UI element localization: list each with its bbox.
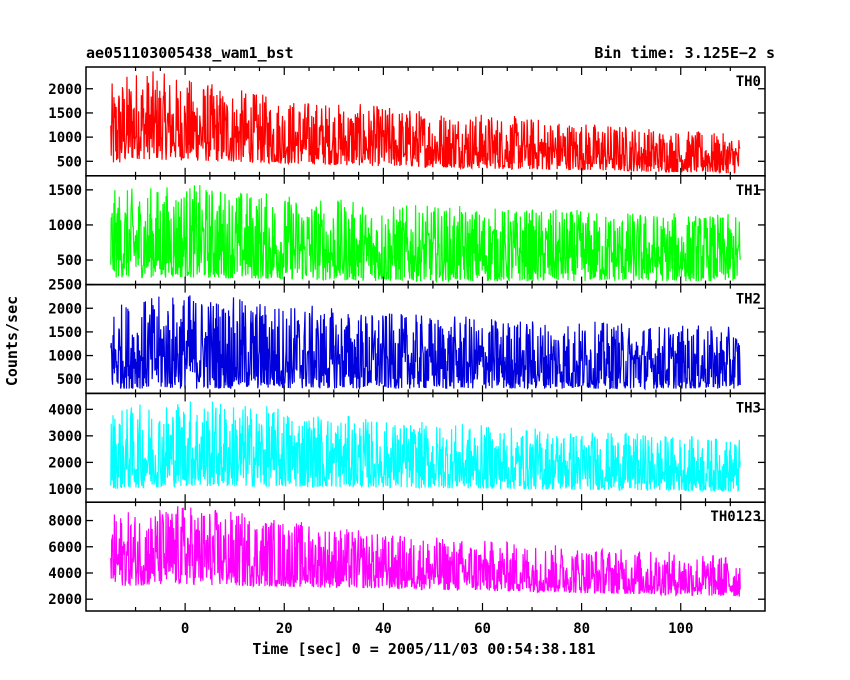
- y-tick-label: 1000: [48, 349, 82, 365]
- y-tick-label: 1500: [48, 325, 82, 341]
- panel-label: TH0123: [710, 509, 761, 525]
- y-tick-label: 2000: [48, 82, 82, 98]
- y-tick-label: 500: [57, 154, 82, 170]
- y-tick-label: 1000: [48, 218, 82, 234]
- panel-th0: 500 1000 1500 2000 TH0: [48, 66, 766, 177]
- series-line-th2: [110, 295, 741, 391]
- y-tick-label: 500: [57, 372, 82, 388]
- x-axis-label: Time [sec] 0 = 2005/11/03 00:54:38.181: [252, 640, 595, 658]
- y-tick-label: 1500: [48, 106, 82, 122]
- y-tick-label: 1000: [48, 130, 82, 146]
- series-line-th0123: [110, 506, 741, 597]
- y-tick-label: 1500: [48, 183, 82, 199]
- y-tick-label: 3000: [48, 429, 82, 445]
- x-tick-label: 40: [375, 621, 392, 637]
- y-tick-label: 2500: [48, 278, 82, 294]
- y-tick-label: 2000: [48, 592, 82, 608]
- y-tick-label: 4000: [48, 566, 82, 582]
- y-tick-label: 500: [57, 253, 82, 269]
- panel-label: TH0: [736, 74, 761, 90]
- panel-label: TH1: [736, 183, 761, 199]
- y-tick-label: 2000: [48, 455, 82, 471]
- y-tick-label: 1000: [48, 482, 82, 498]
- y-tick-label: 6000: [48, 540, 82, 556]
- panel-th1: 500 1000 1500 TH1: [48, 175, 766, 286]
- panel-label: TH2: [736, 292, 761, 308]
- x-axis: 0 20 40 60 80 100: [181, 621, 693, 637]
- y-tick-label: 8000: [48, 514, 82, 530]
- y-axis-label: Counts/sec: [3, 296, 21, 386]
- x-tick-label: 80: [573, 621, 590, 637]
- y-tick-label: 4000: [48, 402, 82, 418]
- x-tick-label: 20: [276, 621, 293, 637]
- chart-title-right: Bin time: 3.125E−2 s: [594, 44, 775, 62]
- x-tick-label: 60: [474, 621, 491, 637]
- series-line-th1: [110, 185, 741, 284]
- chart-title-left: ae051103005438_wam1_bst: [86, 44, 294, 62]
- panel-th2: 500 1000 1500 2000 2500 TH2: [48, 278, 766, 395]
- y-tick-label: 2000: [48, 301, 82, 317]
- x-tick-label: 100: [668, 621, 693, 637]
- series-line-th3: [110, 401, 741, 493]
- panel-frame: [85, 501, 766, 612]
- series-line-th0: [110, 71, 741, 175]
- x-tick-label: 0: [181, 621, 189, 637]
- panel-th0123: 2000 4000 6000 8000 TH0123: [48, 501, 766, 612]
- panel-label: TH3: [736, 400, 761, 416]
- panel-th3: 1000 2000 3000 4000 TH3: [48, 392, 766, 503]
